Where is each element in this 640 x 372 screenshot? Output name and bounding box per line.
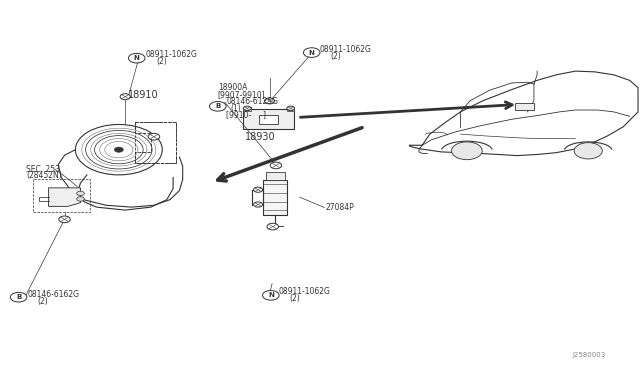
Circle shape: [270, 162, 282, 169]
Text: (1): (1): [230, 104, 241, 113]
Text: SEC. 253: SEC. 253: [26, 164, 60, 173]
Circle shape: [262, 291, 279, 300]
Polygon shape: [49, 188, 81, 206]
Text: 18910: 18910: [129, 90, 159, 100]
Bar: [263, 180, 287, 215]
Circle shape: [59, 216, 70, 223]
Circle shape: [253, 187, 262, 192]
Text: (2): (2): [289, 294, 300, 303]
Text: 27084P: 27084P: [325, 203, 354, 212]
Bar: [243, 107, 251, 111]
Bar: [259, 115, 278, 124]
Text: J2580003: J2580003: [572, 352, 605, 358]
Text: 08911-1062G: 08911-1062G: [320, 45, 372, 54]
Circle shape: [148, 134, 160, 140]
Text: 18930: 18930: [245, 132, 276, 141]
Text: N: N: [268, 292, 274, 298]
Text: (2): (2): [157, 57, 167, 66]
Text: N: N: [134, 55, 140, 61]
Circle shape: [115, 147, 124, 152]
Text: [9907-9910]: [9907-9910]: [218, 90, 266, 99]
Circle shape: [243, 106, 251, 110]
Text: (28452N): (28452N): [26, 171, 62, 180]
Circle shape: [77, 197, 84, 201]
Circle shape: [452, 142, 482, 160]
Circle shape: [574, 142, 602, 159]
Circle shape: [264, 98, 275, 104]
Text: B: B: [16, 294, 21, 300]
Circle shape: [129, 53, 145, 63]
Bar: [287, 107, 294, 111]
Bar: [266, 172, 285, 180]
Text: (2): (2): [330, 52, 341, 61]
Circle shape: [287, 106, 294, 110]
Text: 08146-6125G: 08146-6125G: [226, 97, 278, 106]
Text: [9910-     ]: [9910- ]: [226, 110, 266, 119]
Text: 08911-1062G: 08911-1062G: [145, 49, 197, 59]
Text: 18900A: 18900A: [218, 83, 247, 92]
Circle shape: [10, 292, 27, 302]
Text: 08146-6162G: 08146-6162G: [28, 290, 79, 299]
Circle shape: [120, 94, 131, 100]
Circle shape: [253, 202, 262, 207]
Circle shape: [209, 102, 226, 111]
Text: B: B: [215, 103, 220, 109]
Circle shape: [267, 223, 278, 230]
Bar: [515, 103, 534, 110]
Text: N: N: [308, 49, 315, 55]
Text: 08911-1062G: 08911-1062G: [278, 287, 330, 296]
Circle shape: [77, 191, 84, 196]
Bar: [243, 109, 294, 129]
Text: (2): (2): [38, 297, 49, 306]
Circle shape: [303, 48, 320, 57]
